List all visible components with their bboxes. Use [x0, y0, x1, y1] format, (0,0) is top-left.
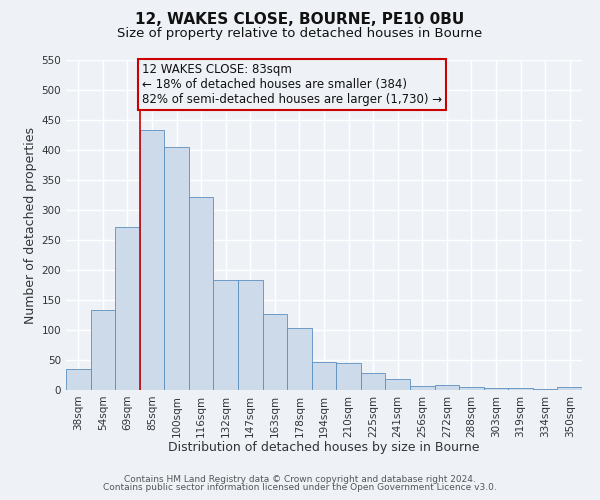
Bar — [66, 369, 91, 390]
Text: 12 WAKES CLOSE: 83sqm
← 18% of detached houses are smaller (384)
82% of semi-det: 12 WAKES CLOSE: 83sqm ← 18% of detached … — [142, 63, 442, 106]
Bar — [410, 386, 434, 390]
Bar — [115, 227, 140, 390]
Text: Contains public sector information licensed under the Open Government Licence v3: Contains public sector information licen… — [103, 484, 497, 492]
Bar — [312, 362, 336, 390]
Bar — [434, 385, 459, 390]
Bar — [533, 389, 557, 390]
Text: Size of property relative to detached houses in Bourne: Size of property relative to detached ho… — [118, 28, 482, 40]
Bar — [484, 388, 508, 390]
Bar — [214, 280, 238, 390]
Bar — [189, 197, 214, 390]
Bar — [385, 379, 410, 390]
Bar — [287, 328, 312, 390]
X-axis label: Distribution of detached houses by size in Bourne: Distribution of detached houses by size … — [168, 441, 480, 454]
Bar — [336, 363, 361, 390]
Bar — [459, 387, 484, 390]
Bar — [508, 388, 533, 390]
Bar — [91, 310, 115, 390]
Bar — [263, 314, 287, 390]
Text: 12, WAKES CLOSE, BOURNE, PE10 0BU: 12, WAKES CLOSE, BOURNE, PE10 0BU — [136, 12, 464, 28]
Text: Contains HM Land Registry data © Crown copyright and database right 2024.: Contains HM Land Registry data © Crown c… — [124, 475, 476, 484]
Bar — [164, 147, 189, 390]
Bar — [557, 387, 582, 390]
Bar — [238, 280, 263, 390]
Bar — [140, 130, 164, 390]
Y-axis label: Number of detached properties: Number of detached properties — [24, 126, 37, 324]
Bar — [361, 372, 385, 390]
